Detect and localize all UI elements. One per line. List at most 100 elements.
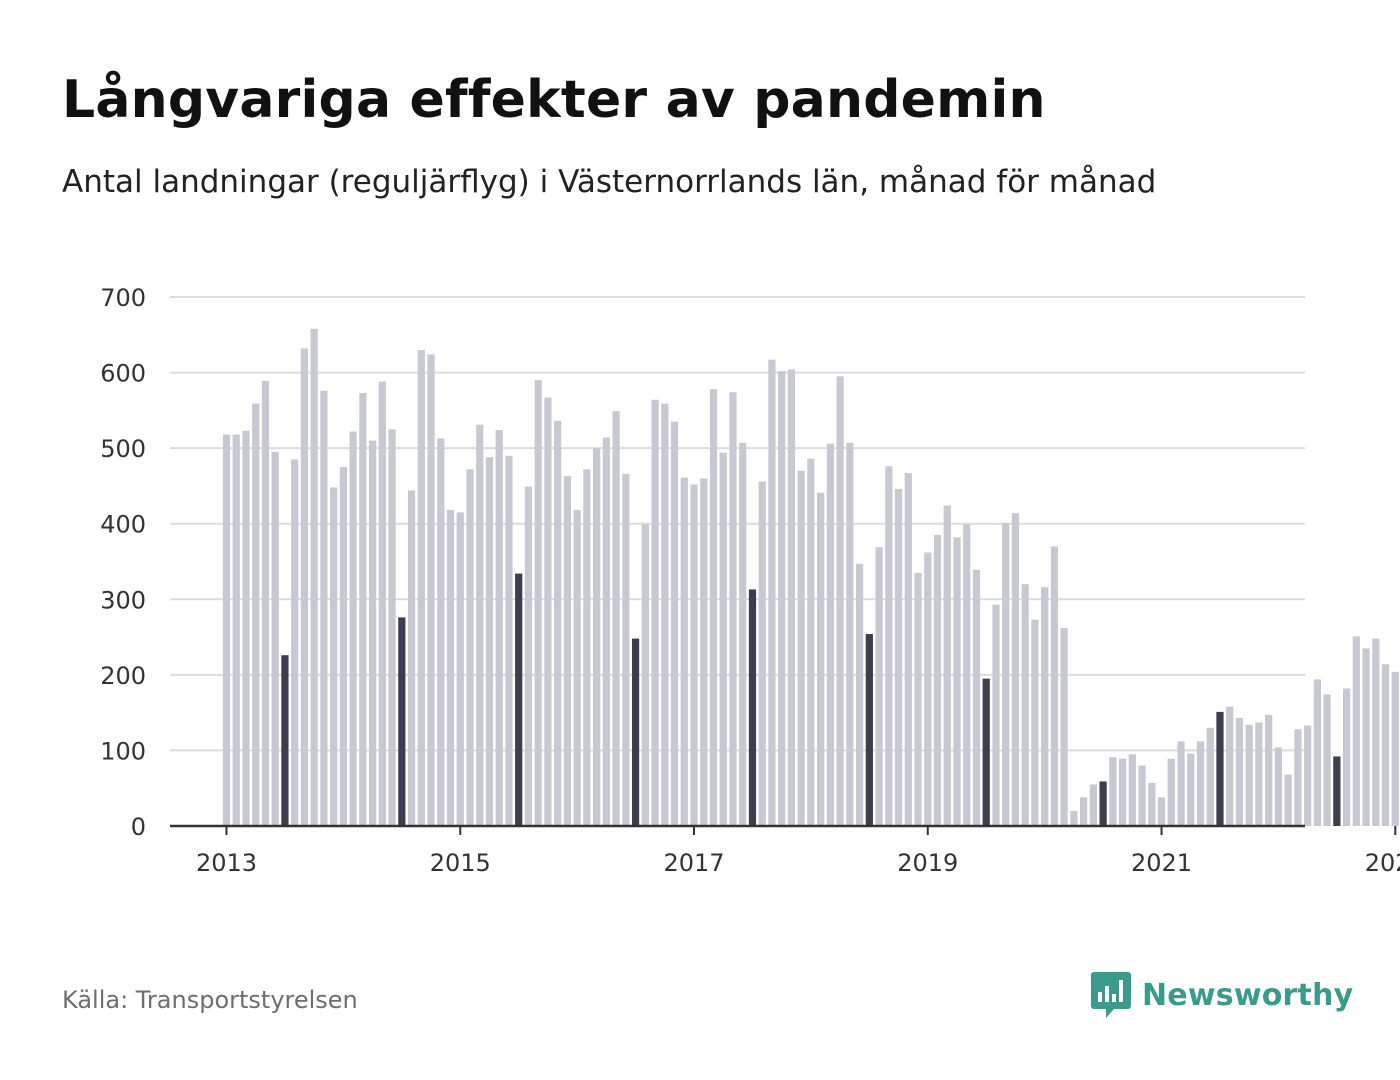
bar-2014-08 — [407, 490, 416, 826]
bars — [222, 328, 1399, 826]
bar-2018-11 — [904, 473, 912, 826]
bar-2013-10 — [310, 328, 318, 826]
bar-2019-04 — [953, 537, 961, 826]
bar-2022-12 — [1381, 664, 1390, 826]
bar-2021-05 — [1196, 741, 1205, 826]
x-axis-ticks: 2013 2015 2017 2019 2021 2023 — [196, 826, 1400, 877]
y-tick-label: 600 — [100, 360, 146, 388]
bar-2021-03 — [1177, 741, 1185, 826]
y-tick-label: 100 — [100, 737, 146, 765]
chart-title: Långvariga effekter av pandemin — [62, 70, 1046, 130]
bar-2017-06 — [739, 442, 747, 826]
bar-2022-09 — [1352, 636, 1360, 826]
bar-2014-06 — [388, 429, 396, 826]
bar-2019-01 — [924, 552, 932, 826]
bar-2018-04 — [836, 376, 844, 826]
bar-2019-09 — [1002, 522, 1010, 826]
bar-2015-03 — [476, 424, 484, 826]
bar-2014-02 — [349, 431, 357, 826]
bar-2018-02 — [817, 492, 825, 826]
bar-2014-11 — [437, 438, 445, 826]
bar-2021-09 — [1235, 717, 1244, 826]
source-note: Källa: Transportstyrelsen — [62, 986, 358, 1014]
bar-2023-01 — [1391, 671, 1399, 826]
x-tick-label: 2023 — [1365, 849, 1400, 877]
bar-2013-11 — [320, 390, 328, 826]
x-tick-label: 2015 — [430, 849, 491, 877]
gridlines — [170, 296, 1305, 752]
bar-2017-10 — [778, 371, 786, 826]
bar-2019-06 — [972, 569, 981, 826]
bar-2014-01 — [339, 467, 347, 826]
bar-2022-07 — [1333, 756, 1341, 826]
bar-2015-02 — [466, 469, 474, 826]
bar-2016-06 — [622, 473, 630, 826]
bar-2014-03 — [359, 392, 367, 826]
bar-2022-02 — [1284, 774, 1292, 826]
chart-subtitle: Antal landningar (reguljärflyg) i Väster… — [62, 164, 1157, 200]
bar-2013-03 — [242, 430, 250, 826]
bar-2020-06 — [1089, 784, 1097, 826]
bar-2020-02 — [1050, 546, 1058, 826]
bar-2018-07 — [865, 634, 873, 826]
bar-2021-01 — [1157, 797, 1166, 826]
bar-2019-11 — [1021, 584, 1029, 826]
bar-2022-08 — [1343, 688, 1351, 826]
bar-2019-05 — [963, 524, 971, 826]
bar-2020-12 — [1148, 782, 1156, 826]
y-tick-label: 500 — [100, 435, 146, 463]
bar-2014-09 — [417, 349, 425, 826]
y-tick-label: 700 — [100, 284, 146, 312]
bar-2019-02 — [933, 535, 942, 826]
bar-2021-06 — [1206, 727, 1214, 826]
bar-2013-02 — [232, 434, 240, 826]
bar-2016-10 — [661, 403, 669, 826]
bar-2022-01 — [1274, 747, 1283, 826]
bar-2016-08 — [641, 524, 649, 826]
x-tick-label: 2021 — [1131, 849, 1192, 877]
newsworthy-logo-icon — [1091, 972, 1131, 1018]
bar-2017-09 — [768, 359, 776, 826]
bar-2022-05 — [1313, 679, 1321, 826]
brand-logo[interactable]: Newsworthy — [1090, 970, 1353, 1020]
bar-2015-11 — [554, 420, 562, 826]
bar-2018-03 — [826, 443, 834, 826]
y-tick-label: 400 — [100, 511, 146, 539]
bar-2022-06 — [1323, 694, 1331, 826]
bar-2017-01 — [690, 484, 698, 826]
bar-2020-07 — [1099, 781, 1107, 826]
bar-2013-04 — [252, 403, 260, 826]
bar-2022-03 — [1294, 729, 1302, 826]
bar-2013-09 — [300, 348, 309, 826]
bar-2017-12 — [797, 470, 805, 826]
bar-2019-03 — [943, 505, 951, 826]
bar-2018-09 — [885, 466, 893, 826]
bar-2017-03 — [709, 389, 718, 826]
bar-2015-04 — [485, 457, 494, 826]
bar-2014-05 — [378, 381, 386, 826]
bar-2017-08 — [758, 481, 766, 826]
brand-name: Newsworthy — [1142, 977, 1354, 1013]
bar-2019-07 — [982, 678, 990, 826]
bar-2017-02 — [700, 478, 708, 826]
bar-2019-10 — [1011, 513, 1020, 826]
bar-2015-12 — [563, 476, 571, 826]
bar-2020-10 — [1128, 754, 1136, 826]
y-axis-tick-labels: 0 100 200 300 400 500 600 700 — [100, 284, 146, 841]
bar-2016-03 — [593, 448, 601, 826]
y-tick-label: 200 — [100, 662, 146, 690]
bar-2016-01 — [573, 510, 581, 826]
y-tick-label: 300 — [100, 586, 146, 614]
bar-2016-09 — [651, 399, 659, 826]
bar-2020-04 — [1070, 810, 1078, 826]
bar-2021-10 — [1245, 724, 1253, 826]
bar-2015-07 — [515, 573, 523, 826]
bar-2017-04 — [719, 452, 727, 826]
bar-2017-07 — [748, 589, 757, 826]
bar-2017-11 — [787, 369, 796, 826]
y-tick-label: 0 — [131, 813, 146, 841]
bar-2020-08 — [1109, 757, 1117, 826]
bar-2016-05 — [612, 411, 620, 826]
bar-2018-05 — [846, 442, 854, 826]
